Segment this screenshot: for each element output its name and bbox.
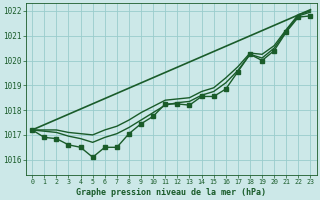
X-axis label: Graphe pression niveau de la mer (hPa): Graphe pression niveau de la mer (hPa)	[76, 188, 266, 197]
